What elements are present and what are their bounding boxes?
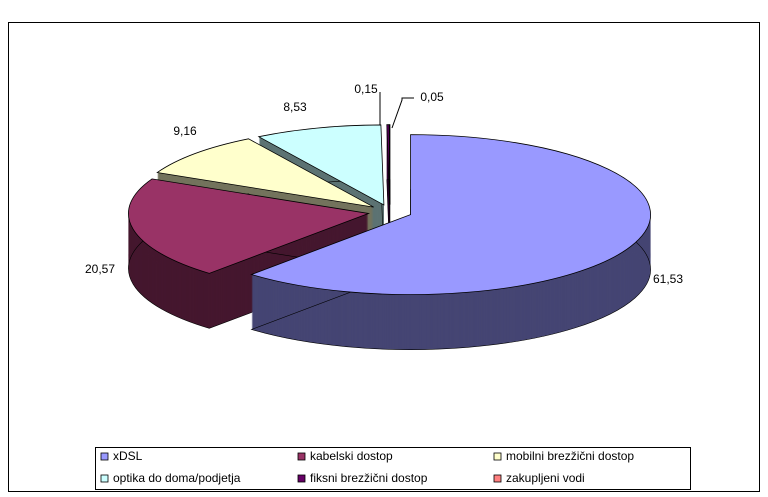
pie-slice [250, 134, 651, 295]
pie-slice [386, 124, 391, 205]
data-label: 0,05 [420, 90, 444, 104]
legend-swatch [297, 474, 306, 483]
data-label: 61,53 [653, 272, 683, 286]
legend-label: fiksni brezžični dostop [310, 471, 428, 485]
legend-swatch [493, 474, 502, 483]
leader-line [391, 97, 414, 129]
pie-slice [128, 178, 370, 274]
slice-side-edge [128, 233, 370, 329]
legend-box [95, 447, 691, 490]
data-label: 9,16 [173, 124, 197, 138]
data-label: 0,15 [354, 82, 378, 96]
pie-slice [257, 124, 385, 206]
legend-label: mobilni brezžični dostop [506, 449, 634, 463]
legend-swatch [493, 452, 502, 461]
data-label: 20,57 [85, 262, 115, 276]
pie-slice [156, 138, 374, 208]
legend-label: optika do doma/podjetja [113, 471, 241, 485]
data-label: 8,53 [283, 100, 307, 114]
legend-swatch [297, 452, 306, 461]
legend-label: zakupljeni vodi [506, 471, 585, 485]
legend-label: kabelski dostop [310, 449, 393, 463]
legend-swatch [100, 474, 109, 483]
legend-swatch [100, 452, 109, 461]
legend-label: xDSL [113, 449, 143, 463]
